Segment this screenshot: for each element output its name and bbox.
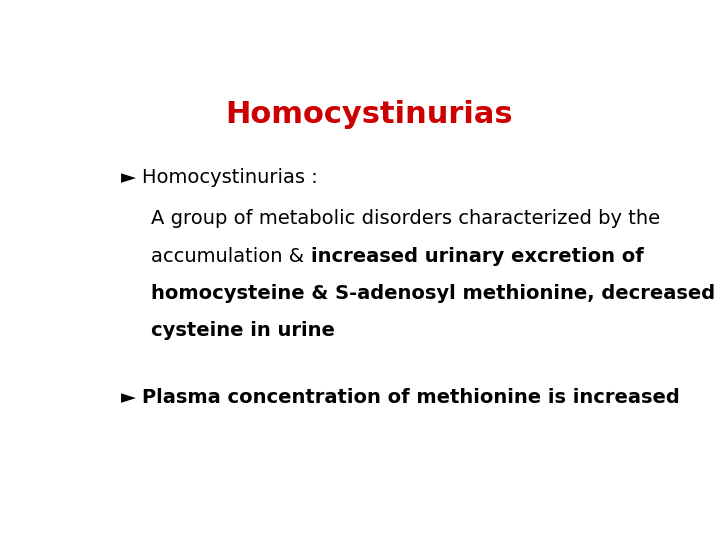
Text: accumulation &: accumulation & [151, 247, 310, 266]
Text: Homocystinurias: Homocystinurias [225, 100, 513, 129]
Text: Plasma concentration of methionine is increased: Plasma concentration of methionine is in… [142, 388, 680, 407]
Text: homocysteine & S-adenosyl methionine, decreased: homocysteine & S-adenosyl methionine, de… [151, 284, 716, 303]
Text: A group of metabolic disorders characterized by the: A group of metabolic disorders character… [151, 209, 660, 228]
Text: ►: ► [121, 167, 142, 186]
Text: increased urinary excretion of: increased urinary excretion of [310, 247, 644, 266]
Text: ►: ► [121, 388, 142, 407]
Text: Homocystinurias :: Homocystinurias : [142, 167, 324, 186]
Text: cysteine in urine: cysteine in urine [151, 321, 336, 340]
